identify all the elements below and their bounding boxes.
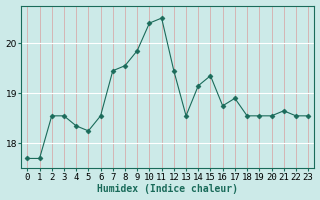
X-axis label: Humidex (Indice chaleur): Humidex (Indice chaleur): [97, 184, 238, 194]
